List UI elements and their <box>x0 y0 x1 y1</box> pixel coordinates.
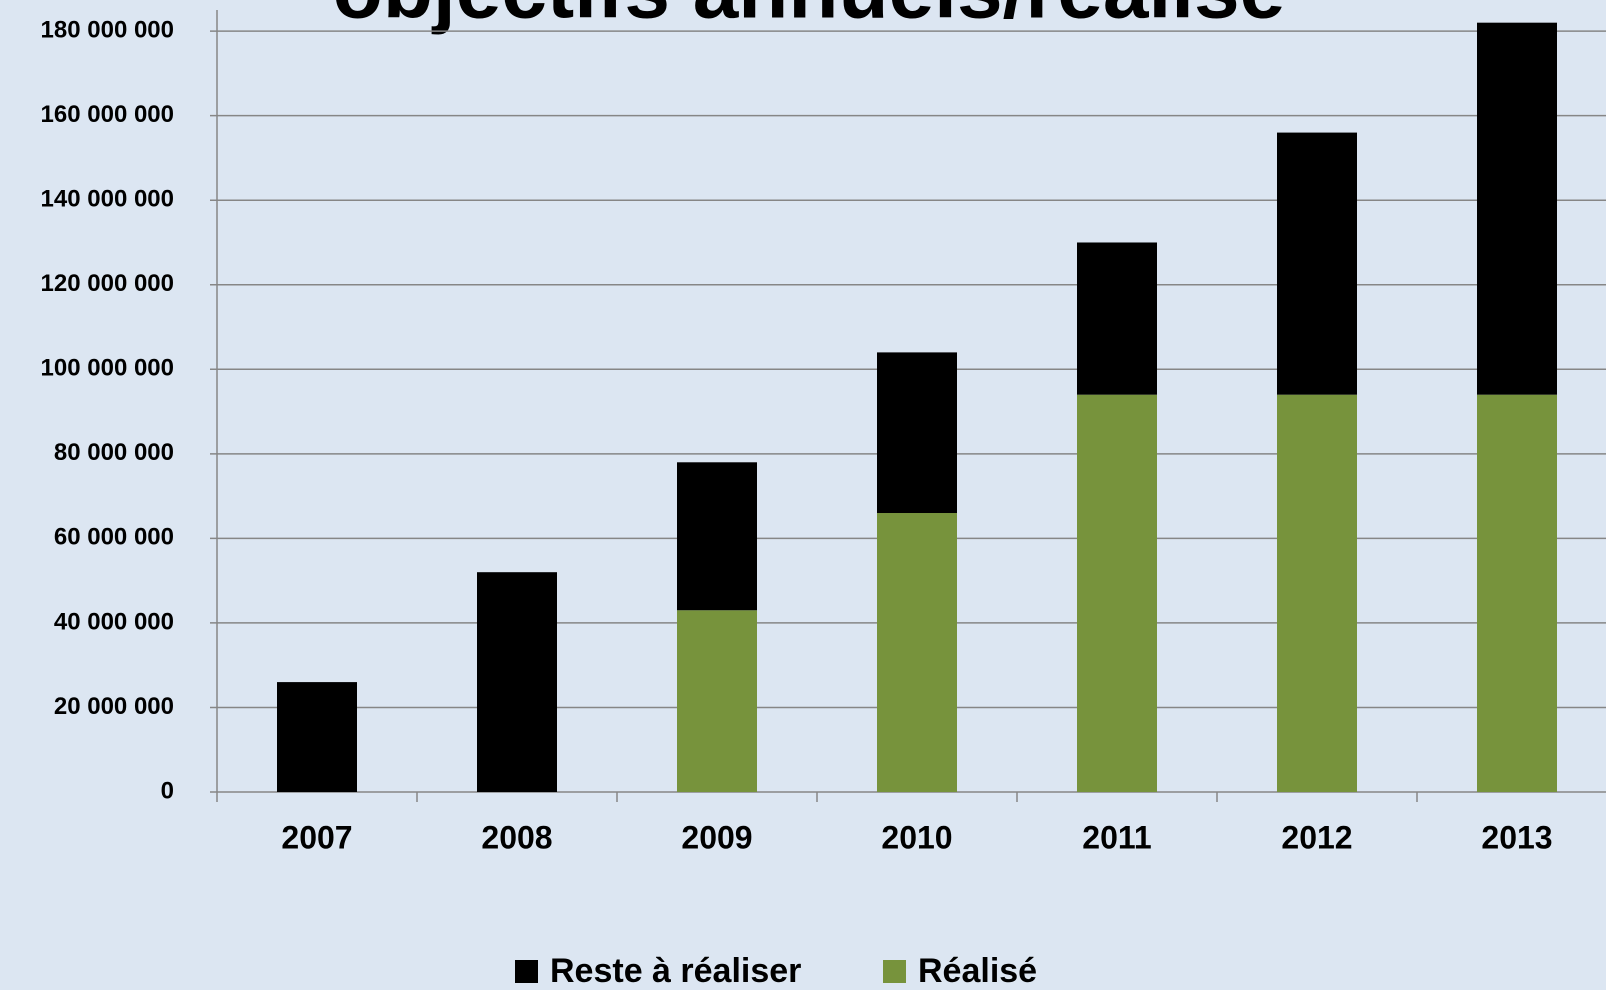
bar-segment <box>677 462 757 611</box>
y-tick-label: 60 000 000 <box>54 524 174 551</box>
bar-segment <box>677 610 757 792</box>
x-tick-label: 2008 <box>481 819 552 855</box>
bar-segment <box>1077 242 1157 395</box>
bar-segment <box>877 513 957 792</box>
bar-segment <box>1277 394 1357 792</box>
legend-swatch <box>515 960 538 983</box>
y-tick-label: 80 000 000 <box>54 439 174 466</box>
bar-segment <box>1277 132 1357 395</box>
bar-segment <box>277 682 357 792</box>
y-tick-label: 140 000 000 <box>41 186 174 213</box>
x-tick-label: 2009 <box>681 819 752 855</box>
x-tick-label: 2010 <box>881 819 952 855</box>
y-tick-label: 180 000 000 <box>41 16 174 43</box>
x-tick-label: 2013 <box>1481 819 1552 855</box>
bar-segment <box>1477 22 1557 395</box>
x-tick-label: 2011 <box>1082 819 1151 855</box>
x-tick-label: 2007 <box>281 819 352 855</box>
y-tick-label: 120 000 000 <box>41 270 174 297</box>
bar-segment <box>477 572 557 792</box>
bar-segment <box>1077 394 1157 792</box>
y-tick-label: 40 000 000 <box>54 608 174 635</box>
x-tick-label: 2012 <box>1281 819 1352 855</box>
legend-swatch <box>883 960 906 983</box>
chart-title: objectifs annuels/réalisé <box>333 0 1286 36</box>
bar-segment <box>1477 394 1557 792</box>
legend-label: Reste à réaliser <box>550 952 801 990</box>
legend-label: Réalisé <box>918 952 1037 990</box>
y-tick-label: 160 000 000 <box>41 101 174 128</box>
y-tick-label: 20 000 000 <box>54 693 174 720</box>
y-tick-label: 100 000 000 <box>41 355 174 382</box>
y-tick-label: 0 <box>161 777 174 804</box>
bar-segment <box>877 352 957 514</box>
